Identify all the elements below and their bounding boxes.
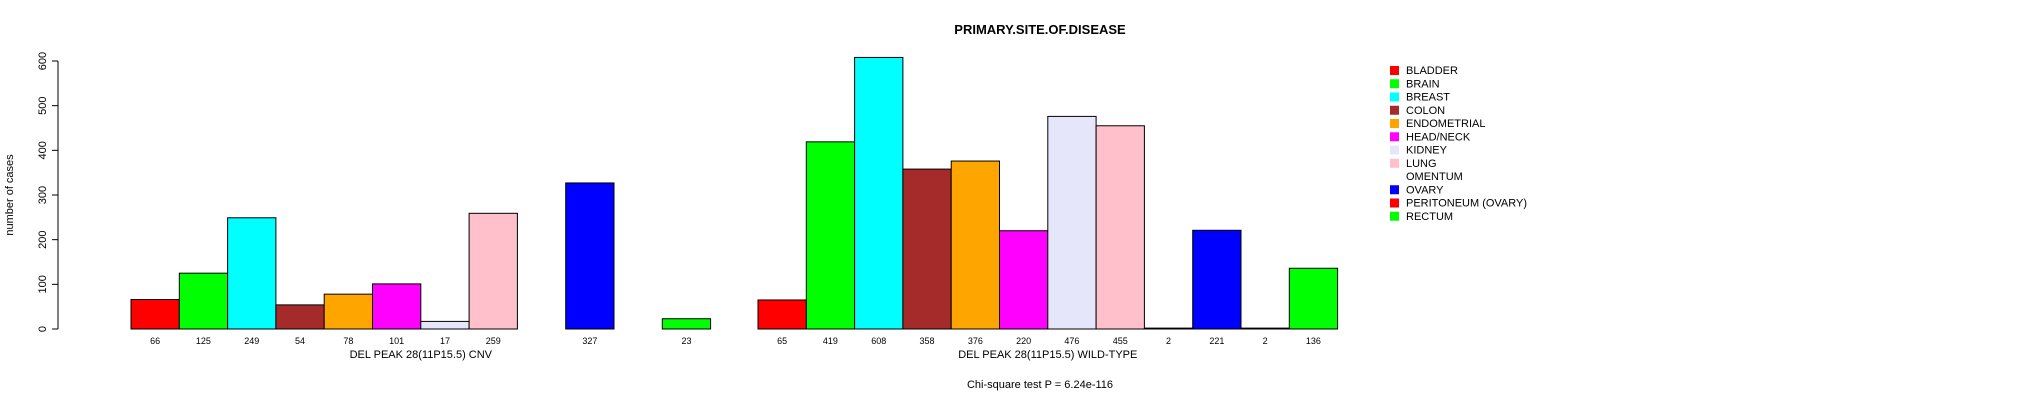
- bar-count-label: 65: [777, 336, 787, 346]
- legend-swatch: [1390, 158, 1399, 168]
- bar-count-label: 358: [920, 336, 935, 346]
- legend-swatch: [1390, 105, 1399, 115]
- bar-count-label: 2: [1166, 336, 1171, 346]
- y-tick-label: 300: [37, 186, 49, 204]
- legend-label: LUNG: [1406, 158, 1437, 170]
- bar: [323, 293, 374, 330]
- legend-swatch: [1390, 185, 1399, 195]
- bar: [420, 320, 470, 330]
- legend-label: OVARY: [1406, 184, 1444, 196]
- bar-count-label: 476: [1064, 336, 1079, 346]
- legend-label: HEAD/NECK: [1406, 131, 1471, 143]
- bar: [565, 182, 615, 330]
- bar-count-label: 23: [681, 336, 691, 346]
- y-tick-label: 0: [37, 326, 49, 332]
- y-axis: 0 100 200 300 400 500 600: [37, 52, 59, 332]
- bar-count-label: 220: [1016, 336, 1031, 346]
- bar: [227, 217, 277, 330]
- bar-count-label: 101: [389, 336, 404, 346]
- y-tick-label: 100: [37, 275, 49, 293]
- bar: [1047, 115, 1097, 330]
- legend-label: RECTUM: [1406, 211, 1453, 223]
- legend-label: COLON: [1406, 105, 1445, 117]
- bar-count-label: 259: [486, 336, 501, 346]
- bar: [130, 299, 180, 330]
- bar: [1192, 229, 1242, 330]
- legend-swatch: [1390, 145, 1399, 155]
- bar: [1288, 267, 1339, 330]
- y-axis-label: number of cases: [4, 154, 16, 236]
- bar-count-label: 419: [823, 336, 838, 346]
- legend-swatch: [1390, 198, 1399, 208]
- bar: [805, 141, 856, 330]
- legend-label: ENDOMETRIAL: [1406, 118, 1485, 130]
- legend-swatch: [1390, 92, 1399, 102]
- bar: [178, 272, 229, 330]
- legend-swatch: [1390, 119, 1399, 128]
- y-tick-label: 200: [37, 230, 49, 248]
- bar: [661, 318, 712, 330]
- bar: [902, 168, 952, 330]
- bar: [999, 230, 1049, 330]
- bar-count-label: 17: [440, 336, 450, 346]
- bar-count-label: 78: [343, 336, 353, 346]
- bar: [1240, 327, 1290, 330]
- legend-swatch: [1390, 132, 1399, 142]
- bar: [468, 212, 518, 330]
- footnote: Chi-square test P = 6.24e-116: [967, 379, 1113, 391]
- legend-swatch: [1390, 66, 1399, 75]
- bar-count-label: 327: [582, 336, 597, 346]
- bar: [1143, 327, 1194, 330]
- legend-swatch: [1390, 79, 1399, 89]
- bar-count-label: 608: [871, 336, 886, 346]
- y-tick-label: 400: [37, 141, 49, 159]
- bars: 66 125 249 54 78 101 17 259 327 23 DEL PEAK 28(11P…: [130, 56, 1339, 361]
- chart-title: PRIMARY.SITE.OF.DISEASE: [954, 22, 1126, 37]
- legend-label: BLADDER: [1406, 65, 1458, 77]
- bar-count-label: 54: [295, 336, 305, 346]
- group-label: DEL PEAK 28(11P15.5) CNV: [350, 349, 493, 361]
- legend-label: BREAST: [1406, 92, 1450, 104]
- bar-count-label: 376: [968, 336, 983, 346]
- bar: [854, 56, 904, 330]
- y-tick-label: 600: [37, 52, 49, 70]
- bar-count-label: 66: [150, 336, 160, 346]
- y-tick-label: 500: [37, 96, 49, 114]
- legend-swatch: [1389, 171, 1400, 182]
- bar-count-label: 455: [1113, 336, 1128, 346]
- bar: [372, 283, 422, 330]
- bar-count-label: 136: [1306, 336, 1321, 346]
- bar-count-label: 249: [244, 336, 259, 346]
- bar: [950, 160, 1001, 330]
- legend-label: OMENTUM: [1406, 171, 1463, 183]
- legend-label: BRAIN: [1406, 78, 1440, 90]
- legend-swatch: [1390, 211, 1399, 221]
- group-label: DEL PEAK 28(11P15.5) WILD-TYPE: [958, 349, 1137, 361]
- bar-count-label: 221: [1209, 336, 1224, 346]
- bar: [1095, 125, 1145, 330]
- bar-count-label: 2: [1263, 336, 1268, 346]
- legend-label: KIDNEY: [1406, 145, 1448, 157]
- bar-count-label: 125: [196, 336, 211, 346]
- bar: [275, 304, 325, 330]
- bar: [757, 299, 807, 330]
- legend-label: PERITONEUM (OVARY): [1406, 198, 1527, 210]
